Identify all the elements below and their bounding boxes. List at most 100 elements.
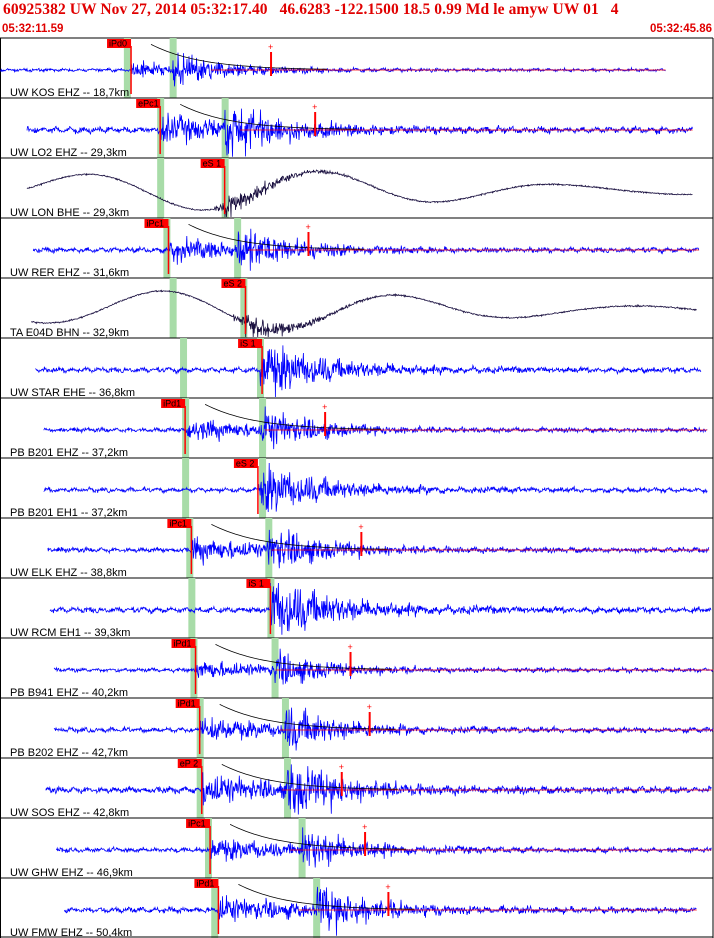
coda-curve [188, 223, 365, 250]
s-window [240, 278, 248, 338]
waveform [45, 764, 712, 815]
p-window [190, 638, 198, 698]
station-label: UW FMW EHZ -- 50,4km [10, 927, 132, 938]
trace-5: iS 1 UW STAR EHE -- 36,8km [0, 337, 714, 399]
pick-box [107, 39, 132, 48]
station-label: UW KOS EHZ -- 18,7km [10, 87, 129, 99]
trace-13: + iPc1 UW GHW EHZ -- 46,9km [0, 817, 714, 879]
s-window [259, 458, 267, 518]
p-window [182, 458, 190, 518]
pick-label: iS 1 [240, 339, 256, 349]
p-window [123, 38, 131, 98]
p-window [211, 878, 219, 938]
p-window [188, 578, 196, 638]
coda-plus: + [358, 522, 363, 532]
pick-label: iPc1 [188, 819, 206, 829]
pick-box [221, 279, 246, 288]
coda-plus: + [348, 642, 353, 652]
coda-plus: + [312, 102, 317, 112]
s-window [257, 338, 264, 398]
pick-label: eS 2 [223, 279, 242, 289]
pick-box [171, 639, 196, 648]
station-label: PB B201 EH1 -- 37,2km [10, 507, 127, 519]
waveform [53, 648, 714, 685]
s-window [271, 638, 279, 698]
coda-plus: + [362, 822, 367, 832]
pick-label: iPd0 [109, 39, 127, 49]
waveform [32, 228, 700, 271]
pick-box [136, 99, 161, 108]
coda-curve [150, 44, 327, 70]
pick-box [144, 219, 169, 228]
pick-label: iPd1 [163, 399, 181, 409]
coda-curve [180, 103, 357, 130]
waveform [30, 289, 697, 338]
waveform [49, 582, 712, 635]
trace-11: + iPd1 PB B202 EHZ -- 42,7km [0, 697, 714, 759]
s-window [284, 758, 292, 818]
coda-plus: + [322, 402, 327, 412]
s-window [259, 398, 267, 458]
station-label: UW SOS EHZ -- 42,8km [10, 807, 129, 819]
pick-box [167, 519, 192, 528]
station-label: PB B941 EHZ -- 40,2km [10, 687, 128, 699]
waveform [64, 886, 697, 936]
station-label: TA E04D BHN -- 32,9km [10, 327, 129, 339]
coda-curve [221, 764, 398, 790]
header: 60925382 UW Nov 27, 2014 05:32:17.40 46.… [0, 0, 714, 36]
pick-label: ePc1 [138, 99, 159, 109]
p-window [196, 758, 204, 818]
station-label: UW LON BHE -- 29,3km [10, 207, 129, 219]
pick-box [200, 159, 225, 168]
pick-box [161, 399, 186, 408]
start-time: 05:32:11.59 [2, 23, 64, 35]
coda-curve [229, 824, 407, 850]
station-label: UW LO2 EHZ -- 29,3km [10, 147, 127, 159]
trace-2: eS 1 UW LON BHE -- 29,3km [0, 157, 714, 219]
coda-curve [219, 704, 396, 730]
pick-box [177, 759, 202, 768]
pick-label: iPc1 [169, 519, 187, 529]
trace-6: + iPd1 PB B201 EHZ -- 37,2km [0, 397, 714, 459]
trace-14: + iPd1 UW FMW EHZ -- 50,4km [0, 877, 714, 938]
station-label: UW RCM EH1 -- 39,3km [10, 627, 130, 639]
trace-0: + iPd0 UW KOS EHZ -- 18,7km [0, 37, 714, 99]
pick-box [186, 819, 211, 828]
waveform [53, 707, 714, 751]
p-window [157, 158, 165, 218]
pick-box [175, 699, 200, 708]
pick-box [194, 879, 219, 888]
coda-plus: + [385, 882, 390, 892]
pick-label: iPd1 [196, 879, 214, 889]
p-window [186, 518, 194, 578]
pick-label: iPd1 [174, 639, 192, 649]
pick-label: iS 1 [248, 579, 264, 589]
trace-8: + iPc1 UW ELK EHZ -- 38,8km [0, 517, 714, 579]
pick-label: eP 2 [180, 759, 198, 769]
coda-plus: + [339, 762, 344, 772]
waveform [26, 108, 693, 157]
station-label: UW STAR EHE -- 36,8km [10, 387, 135, 399]
waveform [35, 345, 702, 398]
trace-7: eS 2 PB B201 EH1 -- 37,2km [0, 457, 714, 519]
waveform [43, 462, 708, 513]
pick-label: iPd1 [178, 699, 196, 709]
pick-label: iPc1 [146, 219, 164, 229]
trace-9: iS 1 UW RCM EH1 -- 39,3km [0, 577, 714, 639]
p-window [180, 338, 188, 398]
coda-plus: + [305, 222, 310, 232]
waveform [26, 168, 693, 218]
p-window [169, 278, 177, 338]
event-title: 60925382 UW Nov 27, 2014 05:32:17.40 46.… [3, 1, 619, 18]
trace-10: + iPd1 PB B941 EHZ -- 40,2km [0, 637, 714, 699]
pick-box [238, 339, 263, 348]
station-label: UW GHW EHZ -- 46,9km [10, 867, 133, 879]
coda-plus: + [268, 42, 273, 52]
pick-box [246, 579, 271, 588]
p-window [205, 818, 212, 878]
coda-curve [238, 884, 415, 910]
station-label: UW ELK EHZ -- 38,8km [10, 567, 127, 579]
trace-12: + eP 2 UW SOS EHZ -- 42,8km [0, 757, 714, 819]
waveform [55, 827, 712, 868]
